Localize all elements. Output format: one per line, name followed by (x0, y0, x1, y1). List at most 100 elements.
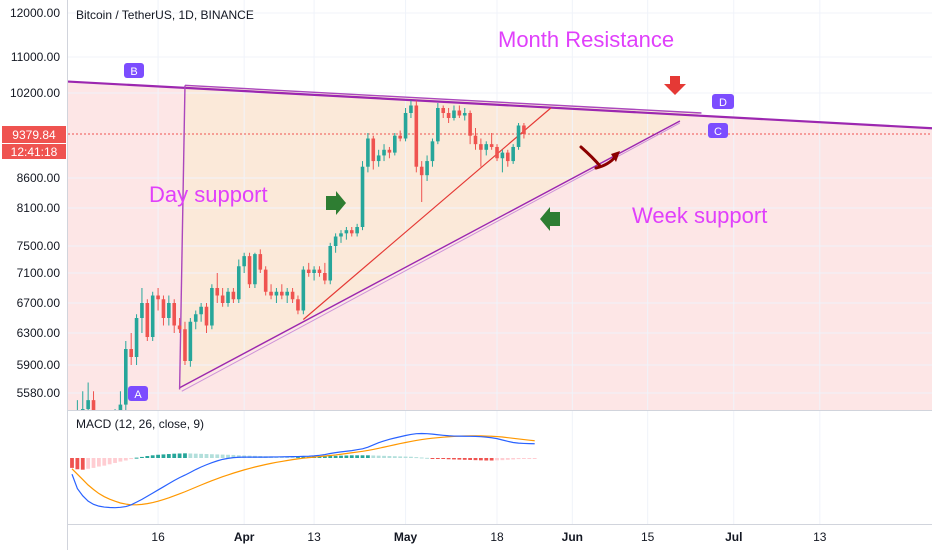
macd-histogram-bar (215, 454, 220, 458)
trendline-b-d (184, 84, 702, 114)
point-label-b[interactable]: B (124, 63, 144, 78)
trendline-week-support (179, 120, 681, 389)
arrow-right-icon (326, 191, 346, 215)
time-tick-label: Apr (234, 530, 255, 544)
macd-histogram-bar (107, 458, 112, 465)
symbol-title: Bitcoin / TetherUS, 1D, BINANCE (76, 8, 254, 22)
macd-histogram-bar (86, 458, 91, 469)
macd-histogram-bar (129, 458, 134, 460)
time-tick-label: May (394, 530, 418, 544)
price-tick-label: 6300.00 (17, 326, 61, 340)
macd-histogram-bar (457, 458, 462, 460)
candle-body (468, 112, 472, 136)
point-label-c[interactable]: C (708, 123, 728, 138)
candle-body (183, 329, 187, 361)
candle-body (156, 295, 160, 300)
candle-body (393, 135, 397, 153)
macd-histogram-bar (193, 453, 198, 458)
candle-body (339, 233, 343, 237)
macd-histogram-bar (91, 458, 96, 468)
price-axis[interactable]: 12000.00 11000.00 10200.00 8600.00 8100.00 75… (10, 6, 60, 400)
price-tick-label: 8600.00 (17, 171, 61, 185)
candle-body (172, 303, 177, 326)
candle-body (360, 166, 365, 227)
macd-histogram-bar (204, 454, 209, 458)
point-label-a[interactable]: A (128, 386, 148, 401)
macd-histogram-bar (435, 458, 440, 459)
macd-histogram-bar (322, 456, 327, 458)
macd-histogram-bar (199, 453, 204, 458)
macd-line (71, 432, 535, 509)
candle-body (145, 303, 150, 337)
price-tick-label: 5580.00 (17, 386, 61, 400)
candle-body (349, 230, 354, 234)
candle-body (290, 291, 295, 300)
candle-body (382, 149, 386, 156)
candle-body (236, 266, 241, 300)
price-tick-label: 10200.00 (10, 86, 60, 100)
candle-body (188, 321, 193, 361)
macd-histogram-bar (430, 458, 435, 459)
candle-body (91, 400, 96, 410)
candle-body (124, 349, 128, 405)
candle-body (140, 303, 144, 318)
macd-histogram-bar (425, 457, 429, 459)
candle-body (333, 236, 338, 246)
macd-histogram-bar (522, 458, 526, 459)
macd-histogram-bar (75, 458, 80, 470)
candle-body (371, 138, 376, 162)
candle-body (489, 144, 494, 147)
price-tick-label: 7100.00 (17, 266, 61, 280)
candle-body (376, 155, 381, 162)
macd-histogram-bar (317, 456, 322, 458)
macd-histogram-bar (532, 458, 537, 459)
macd-histogram-bar (166, 454, 171, 458)
macd-histogram-bar (403, 456, 408, 458)
curved-arrow-icon (579, 145, 620, 170)
macd-histogram-bar (478, 458, 483, 461)
macd-histogram-bar (382, 455, 386, 458)
macd-histogram-bar (118, 458, 123, 462)
macd-histogram-bar (328, 456, 333, 458)
point-label-d[interactable]: D (712, 94, 734, 109)
candle-body (398, 135, 402, 139)
macd-histogram-bar (301, 456, 306, 458)
candle-body (317, 269, 322, 273)
macd-histogram-bar (183, 453, 187, 458)
macd-histogram-bar (113, 458, 117, 463)
candle-body (306, 269, 311, 273)
macd-histogram-bar (344, 455, 349, 458)
candle-body (516, 125, 521, 147)
candle-body (425, 161, 429, 176)
candle-body (150, 295, 155, 337)
macd-histogram-bar (473, 458, 478, 461)
candle-body (269, 291, 273, 296)
candle-body (522, 125, 526, 134)
candle-body (161, 299, 166, 318)
month-resistance-label: Month Resistance (498, 27, 674, 52)
candle-body (167, 303, 171, 318)
arrow-down-icon (664, 76, 686, 95)
macd-histogram-bar (333, 455, 338, 458)
arrow-left-icon (540, 207, 560, 231)
macd-histogram-bar (80, 458, 85, 470)
macd-histogram-bar (419, 457, 424, 459)
candle-body (80, 409, 85, 410)
candle-body (387, 149, 392, 153)
candle-body (436, 107, 440, 142)
macd-histogram-bar (102, 458, 107, 466)
candle-body (452, 110, 456, 118)
candle-body (285, 291, 289, 296)
candle-body (355, 227, 359, 234)
price-tick-label: 7500.00 (17, 239, 61, 253)
price-tick-label: 11000.00 (11, 50, 60, 64)
candle-body (441, 107, 446, 113)
macd-histogram-bar (285, 456, 290, 458)
macd-histogram-bar (511, 458, 516, 460)
point-d-text: D (719, 97, 727, 109)
time-axis[interactable]: 16 Apr 13 May 18 Jun 15 Jul 13 (151, 530, 826, 544)
candle-body (479, 144, 483, 150)
macd-histogram-bar (446, 458, 451, 460)
